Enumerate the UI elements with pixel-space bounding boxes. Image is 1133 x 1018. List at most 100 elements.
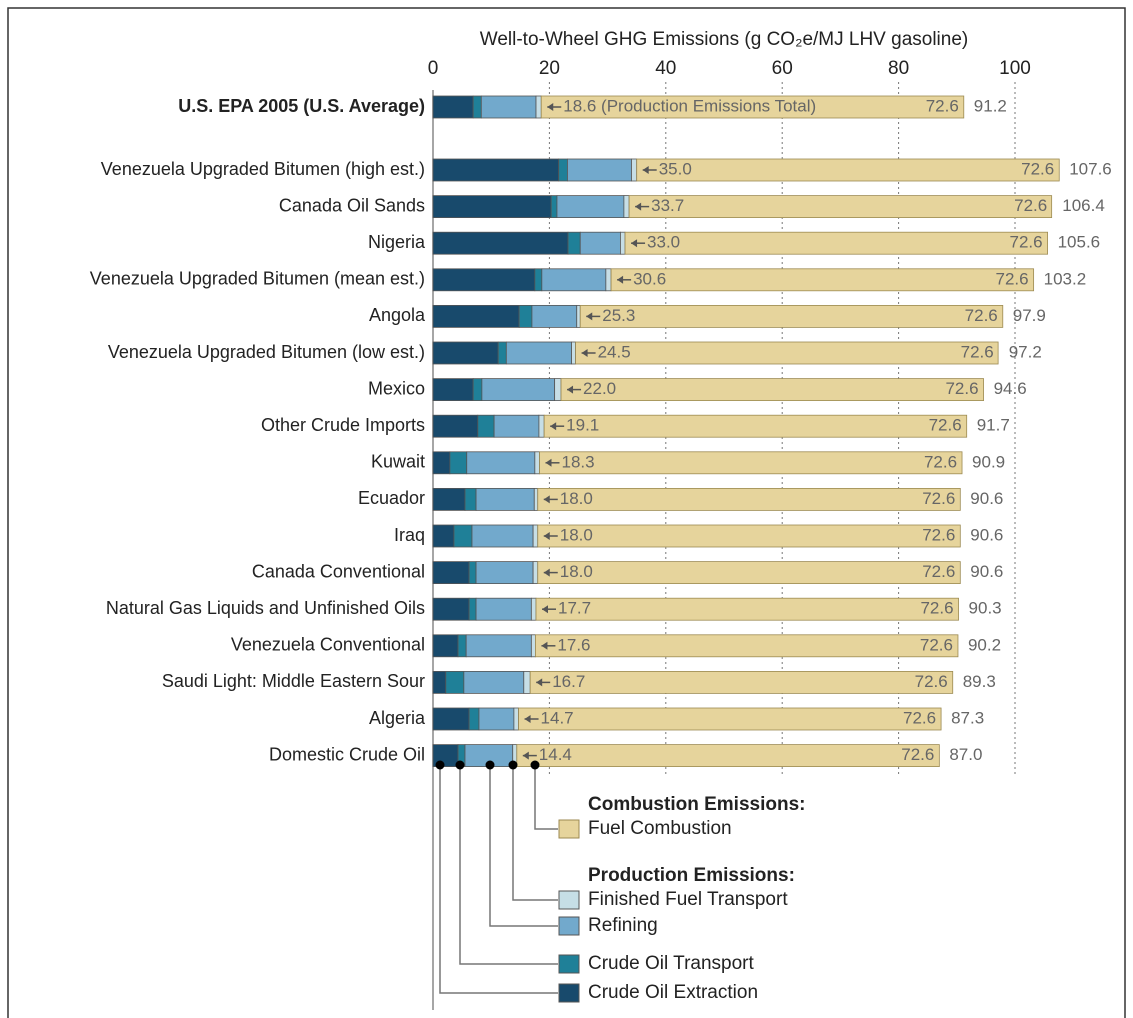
bar-segment	[567, 158, 632, 182]
combustion-label: 72.6	[965, 306, 998, 325]
leader-dot	[455, 760, 465, 770]
leader-line	[459, 765, 558, 965]
bar-segment	[445, 671, 465, 694]
bar-segment	[432, 634, 459, 658]
bar-segment	[537, 487, 961, 511]
total-label: 87.0	[949, 745, 982, 764]
bar-segment	[543, 414, 968, 438]
combustion-label: 72.6	[1014, 196, 1047, 215]
bar-segment	[532, 524, 539, 548]
bar-segment	[540, 95, 965, 119]
category-label: Domestic Crude Oil	[269, 744, 425, 764]
bar-segment	[537, 561, 961, 584]
bar-segment	[432, 524, 455, 548]
frame	[7, 7, 1126, 1018]
total-label: 107.6	[1069, 159, 1112, 178]
bar-segment	[472, 378, 483, 402]
bar-segment	[432, 231, 569, 255]
leader-line	[534, 765, 558, 830]
bar-segment	[449, 451, 468, 475]
total-label: 105.6	[1058, 233, 1101, 252]
bar-segment	[493, 414, 540, 438]
legend-label: Finished Fuel Transport	[588, 889, 788, 910]
arrow-head	[542, 605, 549, 614]
total-label: 97.2	[1009, 342, 1042, 361]
bar-segment	[623, 195, 630, 219]
leader-dot	[508, 760, 518, 770]
total-label: 106.4	[1062, 196, 1105, 215]
total-label: 90.6	[970, 489, 1003, 508]
bar-segment	[556, 195, 625, 219]
legend-swatch	[558, 954, 580, 974]
combustion-label: 72.6	[1021, 159, 1054, 178]
total-label: 103.2	[1044, 269, 1087, 288]
category-label: Other Crude Imports	[261, 415, 425, 435]
production-label: 18.6 (Production Emissions Total)	[563, 96, 816, 115]
legend-swatch	[558, 916, 580, 936]
bar-segment	[475, 597, 532, 621]
bar-segment	[523, 671, 531, 694]
category-label: Algeria	[369, 708, 426, 728]
bar-segment	[432, 304, 520, 328]
combustion-label: 72.6	[922, 489, 955, 508]
production-label: 33.0	[647, 233, 680, 252]
legend-swatch	[558, 819, 580, 839]
category-label: Natural Gas Liquids and Unfinished Oils	[106, 598, 425, 618]
combustion-label: 72.6	[945, 379, 978, 398]
bar-segment	[579, 231, 621, 255]
bar-segment	[529, 671, 954, 694]
production-label: 18.0	[560, 489, 593, 508]
bar-segment	[472, 95, 482, 119]
production-label: 17.7	[558, 599, 591, 618]
bar-segment	[576, 304, 581, 328]
bar-segment	[432, 597, 470, 621]
combustion-label: 72.6	[901, 745, 934, 764]
bar-segment	[432, 707, 470, 731]
bar-segment	[481, 378, 556, 402]
arrow-head	[581, 349, 588, 357]
bar-segment	[497, 341, 507, 365]
category-label: Canada Conventional	[252, 561, 425, 581]
bar-segment	[535, 95, 542, 119]
combustion-label: 72.6	[924, 452, 957, 471]
combustion-label: 72.6	[922, 562, 955, 581]
category-label: Venezuela Conventional	[231, 635, 425, 655]
x-tick-label: 40	[655, 58, 676, 79]
total-label: 90.6	[970, 525, 1003, 544]
arrow-head	[545, 458, 552, 467]
bar-segment	[628, 195, 1053, 219]
production-label: 18.0	[560, 525, 593, 544]
category-label: Iraq	[394, 525, 425, 545]
production-label: 33.7	[651, 196, 684, 215]
legend-swatch	[558, 983, 580, 1003]
bar-segment	[471, 524, 534, 548]
bar-segment	[530, 597, 537, 621]
production-label: 14.7	[541, 708, 574, 727]
combustion-label: 72.6	[1009, 233, 1042, 252]
total-label: 91.2	[974, 96, 1007, 115]
combustion-label: 72.6	[903, 708, 936, 727]
bar-segment	[541, 268, 607, 292]
combustion-label: 72.6	[929, 416, 962, 435]
bar-segment	[453, 524, 473, 548]
bar-segment	[432, 341, 499, 365]
category-label: Canada Oil Sands	[279, 195, 425, 215]
total-label: 90.3	[969, 599, 1002, 618]
total-label: 90.9	[972, 452, 1005, 471]
bar-segment	[468, 597, 477, 621]
production-label: 19.1	[566, 416, 599, 435]
leader-dot	[530, 760, 540, 770]
arrow-head	[541, 641, 548, 650]
bar-segment	[432, 95, 474, 119]
combustion-label: 72.6	[996, 269, 1029, 288]
x-tick-label: 80	[888, 58, 909, 79]
production-label: 25.3	[602, 306, 635, 325]
production-label: 17.6	[557, 635, 590, 654]
bar-segment	[475, 561, 534, 584]
arrow-head	[522, 751, 529, 760]
bar-segment	[631, 158, 638, 182]
legend-label: Fuel Combustion	[588, 818, 732, 839]
bar-segment	[432, 671, 447, 694]
x-tick-label: 0	[428, 58, 439, 79]
